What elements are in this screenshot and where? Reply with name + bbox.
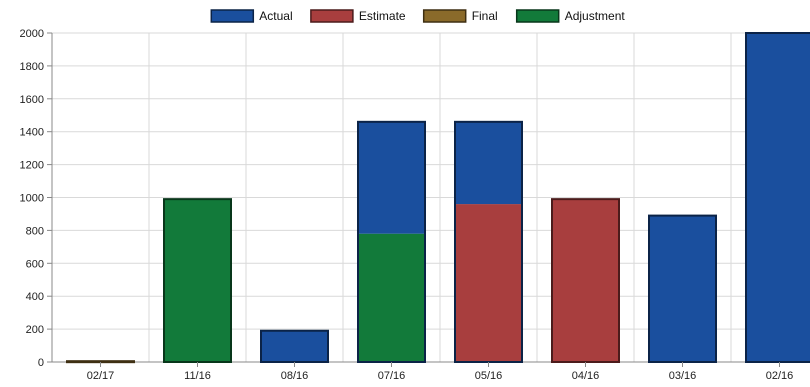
legend-label: Estimate	[359, 9, 406, 23]
bar-segment-actual	[746, 33, 810, 362]
legend-swatch	[422, 9, 467, 23]
x-tick-label: 02/16	[766, 370, 794, 382]
x-tick-label: 03/16	[669, 370, 697, 382]
bar-segment-estimate	[455, 204, 522, 362]
y-tick-label: 1600	[20, 94, 44, 106]
bar-stack-07-16	[357, 120, 426, 363]
x-tick-label: 02/17	[87, 370, 115, 382]
y-tick-label: 0	[38, 357, 44, 369]
y-tick-label: 600	[26, 258, 44, 270]
bar-segment-adjustment	[358, 233, 425, 362]
bar-stack-03-16	[648, 214, 717, 363]
x-tick-label: 07/16	[378, 370, 406, 382]
y-tick-label: 400	[26, 291, 44, 303]
bar-stack-11-16	[163, 198, 232, 363]
legend-swatch	[515, 9, 560, 23]
legend-item-actual: Actual	[210, 9, 293, 23]
bar-segment-adjustment	[164, 199, 231, 362]
x-tick-label: 11/16	[184, 370, 211, 382]
legend-label: Actual	[259, 9, 292, 23]
bar-stack-05-16	[454, 120, 523, 363]
bar-stack-08-16	[260, 329, 329, 363]
y-tick-label: 800	[26, 225, 44, 237]
legend-item-adjustment: Adjustment	[515, 9, 626, 23]
x-tick-label: 04/16	[572, 370, 600, 382]
legend-label: Final	[472, 9, 498, 23]
bar-segment-actual	[649, 215, 716, 362]
legend-swatch	[310, 9, 354, 23]
y-tick-label: 1000	[20, 193, 44, 205]
y-tick-label: 2000	[20, 28, 44, 40]
y-tick-label: 1800	[20, 61, 44, 73]
legend-item-final: Final	[422, 9, 498, 23]
bar-stack-02-16	[745, 32, 810, 363]
x-tick-label: 05/16	[475, 370, 503, 382]
legend: Actual Estimate Final Adjustment	[210, 9, 626, 23]
x-tick-label: 08/16	[281, 370, 309, 382]
legend-item-estimate: Estimate	[310, 9, 406, 23]
bar-segment-actual	[455, 121, 522, 205]
bar-stack-04-16	[551, 198, 620, 363]
bar-segment-estimate	[552, 199, 619, 362]
y-tick-label: 200	[26, 324, 44, 336]
legend-label: Adjustment	[565, 9, 626, 23]
bar-segment-actual	[358, 121, 425, 234]
y-tick-label: 1200	[20, 160, 44, 172]
bar-segment-actual	[261, 330, 328, 362]
legend-swatch	[210, 9, 255, 23]
y-tick-label: 1400	[20, 127, 44, 139]
